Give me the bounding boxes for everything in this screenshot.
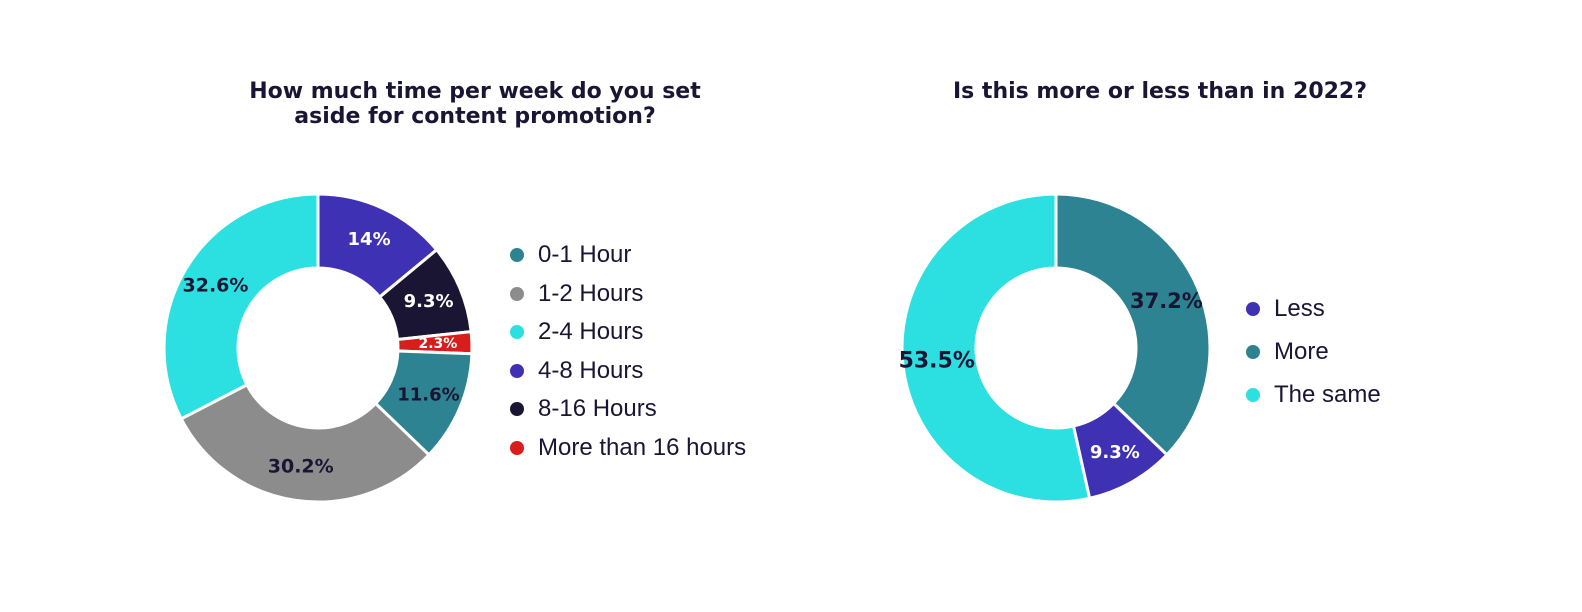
chart-2-donut: 37.2% 9.3% 53.5% — [899, 192, 1212, 504]
chart-1-donut: 14% 9.3% 2.3% 11.6% 30.2% 32.6% — [162, 192, 474, 504]
legend-swatch — [510, 440, 524, 455]
legend-swatch — [1246, 344, 1260, 359]
chart-2-title: Is this more or less than in 2022? — [952, 79, 1367, 104]
legend-swatch — [1246, 301, 1260, 316]
chart-1-legend-item-4-8-hours: 4-8 Hours — [510, 352, 746, 391]
chart-1-slice-2-4-hours — [162, 192, 320, 421]
chart-1-data-label-4-8-hours: 14% — [348, 229, 391, 250]
chart-1-data-label-more-than-16-hours: 2.3% — [419, 336, 458, 352]
legend-swatch — [510, 402, 524, 417]
chart-1-legend-item-0-1-hour: 0-1 Hour — [510, 236, 746, 275]
legend-swatch — [510, 325, 524, 340]
legend-label: 2-4 Hours — [538, 318, 644, 346]
chart-2-slice-the-same — [900, 192, 1092, 504]
chart-2-legend-item-less: Less — [1246, 287, 1381, 330]
chart-1-data-label-8-16-hours: 9.3% — [404, 291, 454, 312]
chart-1-slice-1-2-hours — [179, 383, 431, 504]
chart-2-legend-item-the-same: The same — [1246, 373, 1381, 416]
chart-1-legend-item-more-than-16-hours: More than 16 hours — [510, 429, 746, 468]
chart-2-data-label-more: 37.2% — [1130, 289, 1203, 313]
legend-label: Less — [1274, 294, 1325, 322]
chart-1-legend-item-8-16-hours: 8-16 Hours — [510, 390, 746, 429]
chart-2-data-labels: 37.2% 9.3% 53.5% — [899, 289, 1203, 463]
legend-swatch — [510, 286, 524, 301]
chart-1-data-label-0-1-hour: 11.6% — [397, 384, 459, 405]
legend-swatch — [510, 248, 524, 263]
legend-label: 8-16 Hours — [538, 395, 657, 423]
chart-1-legend: 0-1 Hour 1-2 Hours 2-4 Hours 4-8 Hours 8-16 … — [510, 236, 746, 467]
legend-swatch — [1246, 387, 1260, 402]
legend-label: 4-8 Hours — [538, 356, 644, 384]
legend-label: 1-2 Hours — [538, 279, 644, 307]
chart-2-data-label-less: 9.3% — [1090, 442, 1140, 463]
chart-1-data-labels: 14% 9.3% 2.3% 11.6% 30.2% 32.6% — [183, 229, 460, 478]
chart-1-data-label-2-4-hours: 32.6% — [183, 275, 249, 297]
legend-label: More than 16 hours — [538, 433, 747, 461]
chart-1-legend-item-1-2-hours: 1-2 Hours — [510, 275, 746, 314]
legend-label: The same — [1274, 380, 1381, 408]
legend-label: More — [1274, 337, 1329, 365]
legend-swatch — [510, 363, 524, 378]
chart-2-data-label-the-same: 53.5% — [899, 349, 975, 374]
chart-1-data-label-1-2-hours: 30.2% — [268, 456, 334, 478]
chart-2-legend-item-more: More — [1246, 330, 1381, 373]
chart-2-slice-more — [1054, 192, 1212, 457]
chart-1-title: How much time per week do you set aside … — [249, 79, 701, 129]
chart-1-legend-item-2-4-hours: 2-4 Hours — [510, 313, 746, 352]
chart-2-legend: Less More The same — [1246, 287, 1381, 416]
legend-label: 0-1 Hour — [538, 241, 632, 269]
